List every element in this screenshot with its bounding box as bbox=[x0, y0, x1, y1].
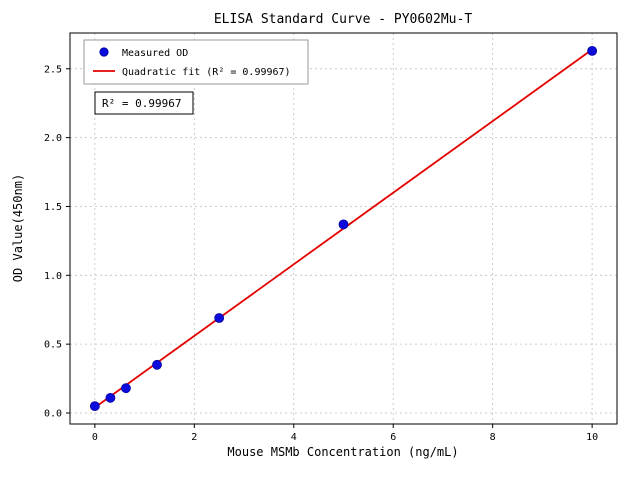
x-tick-label: 4 bbox=[291, 432, 297, 443]
x-tick-label: 2 bbox=[191, 432, 197, 443]
series-layer bbox=[89, 45, 598, 412]
x-tick-label: 10 bbox=[586, 432, 598, 443]
y-tick-label: 1.0 bbox=[44, 271, 62, 282]
y-tick-label: 0.0 bbox=[44, 408, 62, 419]
data-point bbox=[214, 313, 225, 323]
legend-box bbox=[83, 39, 309, 85]
grid-layer bbox=[70, 33, 617, 424]
r2-annotation: R² = 0.99967 bbox=[94, 91, 194, 115]
legend-label-measured: Measured OD bbox=[122, 48, 188, 59]
data-point bbox=[338, 219, 349, 230]
r2-annotation-box bbox=[94, 91, 194, 115]
y-tick-label: 0.5 bbox=[44, 340, 62, 351]
x-tick-label: 6 bbox=[390, 432, 396, 443]
data-point bbox=[152, 359, 162, 370]
tick-layer: 0 2 4 6 8 10 0.0 0.5 1.0 1.5 2.0 2.5 bbox=[44, 64, 598, 443]
chart-title: ELISA Standard Curve - PY0602Mu-T bbox=[214, 12, 472, 27]
axes-frame bbox=[69, 32, 618, 425]
legend-label-fit: Quadratic fit (R² = 0.99967) bbox=[122, 67, 291, 78]
data-point bbox=[89, 401, 100, 412]
y-tick-label: 2.5 bbox=[44, 64, 62, 75]
data-point bbox=[587, 45, 598, 56]
y-tick-label: 1.5 bbox=[44, 202, 62, 213]
x-axis-label: Mouse MSMb Concentration (ng/mL) bbox=[227, 445, 458, 459]
y-tick-label: 2.0 bbox=[44, 133, 62, 144]
data-point bbox=[121, 383, 131, 394]
x-tick-label: 0 bbox=[92, 432, 98, 443]
x-tick-label: 8 bbox=[490, 432, 496, 443]
legend-marker-measured-icon bbox=[99, 47, 109, 57]
y-axis-label: OD Value(450nm) bbox=[11, 174, 25, 282]
data-point bbox=[105, 392, 116, 403]
legend: Measured OD Quadratic fit (R² = 0.99967) bbox=[83, 39, 309, 85]
r2-annotation-text: R² = 0.99967 bbox=[102, 97, 181, 110]
